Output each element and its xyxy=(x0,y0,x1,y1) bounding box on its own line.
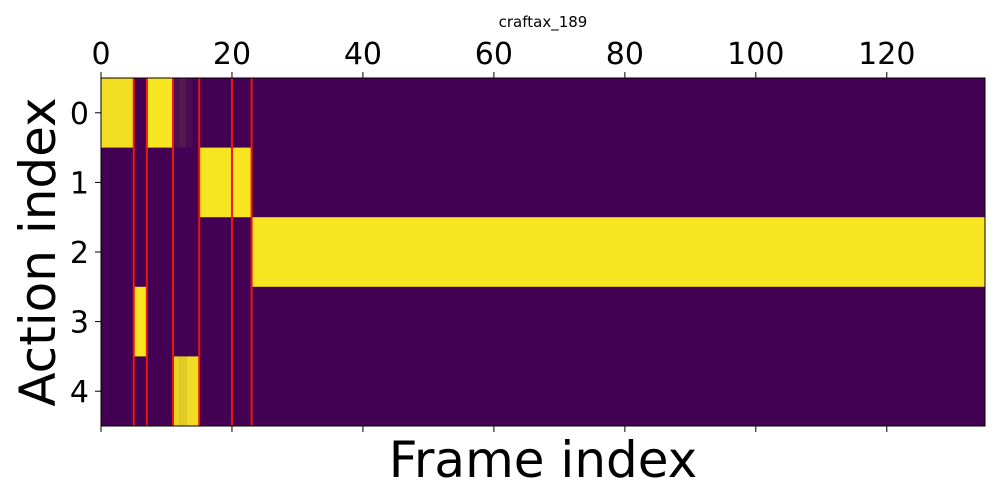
x-tick-label: 100 xyxy=(727,37,784,72)
heatmap-cell xyxy=(199,147,252,218)
heatmap-cell xyxy=(179,356,187,426)
x-tick-label: 20 xyxy=(213,37,251,72)
heatmap-cell xyxy=(146,78,174,148)
x-tick-label: 60 xyxy=(475,37,513,72)
y-axis: 0 1 2 3 4 xyxy=(70,97,101,410)
heatmap-cell xyxy=(179,78,187,148)
x-tick-label: 80 xyxy=(606,37,644,72)
y-tick-label: 1 xyxy=(70,166,89,201)
x-axis: 0 20 40 60 80 100 120 xyxy=(91,37,915,432)
y-tick-label: 4 xyxy=(70,375,89,410)
x-tick-label: 0 xyxy=(91,37,110,72)
y-tick-label: 3 xyxy=(70,306,89,341)
heatmap-cell xyxy=(186,78,193,148)
heatmap-cell xyxy=(186,356,200,426)
chart-title: craftax_189 xyxy=(499,13,588,32)
x-axis-label: Frame index xyxy=(389,431,697,489)
x-tick-label: 120 xyxy=(858,37,915,72)
heatmap-cell xyxy=(173,78,180,148)
x-tick-label: 40 xyxy=(344,37,382,72)
y-tick-label: 0 xyxy=(70,97,89,132)
plot-area xyxy=(100,77,986,427)
y-tick-label: 2 xyxy=(70,236,89,271)
y-axis-label: Action index xyxy=(9,97,67,406)
heatmap-cell xyxy=(101,78,134,148)
heatmap-cell xyxy=(133,286,147,357)
heatmap-cell xyxy=(251,217,985,287)
heatmap-cell xyxy=(173,356,180,426)
